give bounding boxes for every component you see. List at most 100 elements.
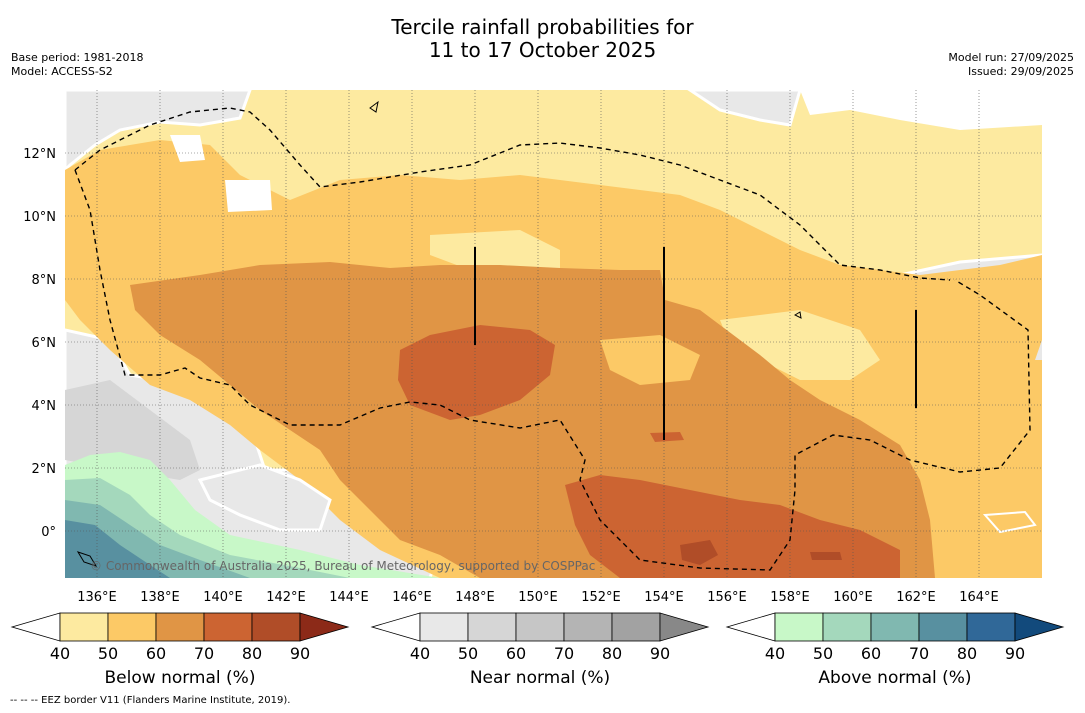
lon-label: 146°E	[392, 590, 432, 605]
colorbars: 40 50 60 70 80 90 40 50 60 70 80 90 40 50 60 70 80 90	[10, 612, 1065, 663]
colorbar-segment	[155, 612, 205, 642]
copyright-text: © Commonwealth of Australia 2025, Bureau…	[90, 559, 595, 573]
colorbar-0: 40 50 60 70 80 90	[10, 612, 350, 663]
lat-label: 10°N	[23, 210, 56, 225]
lon-label: 144°E	[329, 590, 369, 605]
colorbar-high-extension	[299, 612, 350, 642]
near-normal-ne-edge	[1035, 340, 1042, 360]
lon-label: 154°E	[644, 590, 684, 605]
lon-label: 164°E	[959, 590, 999, 605]
colorbar-tick: 80	[957, 644, 977, 663]
white-nne	[800, 90, 1042, 130]
longitude-labels: 136°E 138°E 140°E 142°E 144°E 146°E 148°E 150°E…	[77, 590, 999, 605]
colorbar-tick: 60	[861, 644, 881, 663]
colorbar-segment	[251, 612, 301, 642]
colorbar-tick: 80	[602, 644, 622, 663]
probability-fields	[65, 90, 1042, 578]
colorbar-below-label: Below normal (%)	[104, 668, 256, 688]
white-island-north	[170, 135, 272, 212]
footnote: -- -- -- EEZ border V11 (Flanders Marine…	[10, 695, 291, 706]
forecast-map: © Commonwealth of Australia 2025, Bureau…	[10, 90, 1065, 663]
colorbar-above-label: Above normal (%)	[818, 668, 972, 688]
colorbar-tick: 90	[290, 644, 310, 663]
lon-label: 156°E	[707, 590, 747, 605]
above-80	[65, 520, 170, 578]
colorbar-high-extension	[1014, 612, 1065, 642]
lat-label: 12°N	[23, 147, 56, 162]
below-50-pocket-b	[720, 310, 880, 380]
below-90-south	[680, 540, 842, 565]
latitude-labels: 12°N 10°N 8°N 6°N 4°N 2°N 0°	[23, 147, 56, 540]
colorbar-tick: 70	[194, 644, 214, 663]
near-normal-north	[687, 90, 802, 127]
colorbar-tick: 90	[1005, 644, 1025, 663]
colorbar-tick: 50	[98, 644, 118, 663]
gridlines	[65, 90, 1042, 578]
island-b	[793, 311, 802, 319]
lon-label: 140°E	[203, 590, 243, 605]
lon-label: 160°E	[833, 590, 873, 605]
colorbar-segment	[822, 612, 872, 642]
issued-date: Issued: 29/09/2025	[967, 65, 1074, 78]
lon-label: 162°E	[896, 590, 936, 605]
colorbar-tick: 70	[909, 644, 929, 663]
below-60-pocket	[600, 335, 700, 385]
colorbar-tick: 40	[50, 644, 70, 663]
colorbar-high-extension	[659, 612, 710, 642]
colorbar-segment	[467, 612, 517, 642]
near-normal-center	[197, 463, 332, 532]
colorbar-tick: 90	[650, 644, 670, 663]
lat-label: 0°	[41, 525, 56, 540]
colorbar-2: 40 50 60 70 80 90	[725, 612, 1065, 663]
colorbar-tick: 50	[813, 644, 833, 663]
colorbar-tick: 70	[554, 644, 574, 663]
lat-label: 4°N	[32, 399, 57, 414]
colorbar-segment	[918, 612, 968, 642]
eez-palau-fsm-west	[74, 107, 951, 281]
lon-label: 138°E	[140, 590, 180, 605]
colorbar-tick: 50	[458, 644, 478, 663]
lon-label: 150°E	[518, 590, 558, 605]
colorbar-low-extension	[370, 612, 421, 642]
colorbar-segment	[515, 612, 565, 642]
colorbar-segment	[774, 612, 824, 642]
lat-label: 2°N	[32, 462, 57, 477]
colorbar-segment	[966, 612, 1016, 642]
colorbar-segment	[419, 612, 469, 642]
colorbar-segment	[107, 612, 157, 642]
colorbar-segment	[203, 612, 253, 642]
eez-borders	[74, 107, 1031, 571]
island-a	[369, 100, 379, 113]
colorbar-segment	[870, 612, 920, 642]
lon-label: 158°E	[770, 590, 810, 605]
below-80-small	[650, 432, 684, 442]
colorbar-low-extension	[10, 612, 61, 642]
colorbar-low-extension	[725, 612, 776, 642]
colorbar-tick: 40	[765, 644, 785, 663]
colorbar-tick: 40	[410, 644, 430, 663]
station-markers	[474, 247, 917, 440]
colorbar-segment	[563, 612, 613, 642]
lat-label: 8°N	[32, 273, 57, 288]
lon-label: 152°E	[581, 590, 621, 605]
eez-west-arc	[74, 169, 1031, 571]
title-line-2: 11 to 17 October 2025	[428, 38, 657, 62]
base-period: Base period: 1981-2018	[11, 51, 144, 64]
lon-label: 142°E	[266, 590, 306, 605]
model-run: Model run: 27/09/2025	[948, 51, 1074, 64]
colorbar-segment	[59, 612, 109, 642]
colorbar-tick: 60	[506, 644, 526, 663]
lat-label: 6°N	[32, 336, 57, 351]
near-normal-nw	[65, 90, 252, 173]
colorbar-tick: 80	[242, 644, 262, 663]
islands	[76, 100, 802, 567]
lon-label: 148°E	[455, 590, 495, 605]
colorbar-1: 40 50 60 70 80 90	[370, 612, 710, 663]
colorbar-tick: 60	[146, 644, 166, 663]
below-60-east-small	[982, 510, 1037, 534]
island-c	[76, 551, 98, 567]
title-line-1: Tercile rainfall probabilities for	[391, 15, 694, 39]
below-80-north	[398, 325, 555, 420]
model-name: Model: ACCESS-S2	[11, 65, 113, 78]
lon-label: 136°E	[77, 590, 117, 605]
